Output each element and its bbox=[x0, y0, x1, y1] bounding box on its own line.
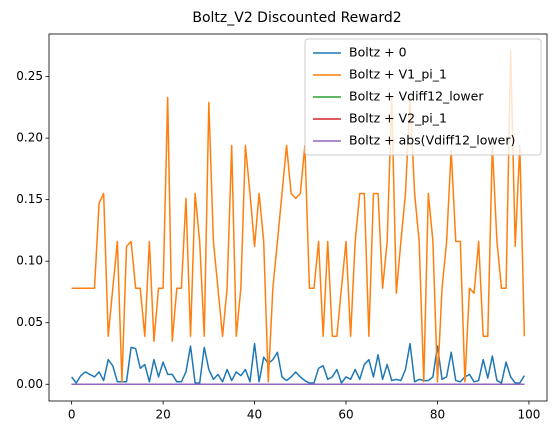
x-tick-label: 80 bbox=[430, 408, 445, 422]
legend-label: Boltz + V1_pi_1 bbox=[349, 67, 447, 82]
x-tick-label: 20 bbox=[155, 408, 170, 422]
x-tick-label: 100 bbox=[517, 408, 540, 422]
x-tick-label: 0 bbox=[68, 408, 76, 422]
y-tick-label: 0.05 bbox=[16, 315, 43, 329]
series-line bbox=[71, 342, 525, 384]
y-tick-label: 0.25 bbox=[16, 69, 43, 83]
series-line bbox=[71, 49, 526, 383]
chart-title: Boltz_V2 Discounted Reward2 bbox=[192, 10, 401, 26]
plot-frame bbox=[48, 33, 548, 402]
x-tick-label: 40 bbox=[247, 408, 262, 422]
y-tick-label: 0.15 bbox=[16, 192, 43, 206]
legend-box bbox=[304, 38, 542, 156]
y-tick-label: 0.20 bbox=[16, 131, 43, 145]
y-tick-label: 0.00 bbox=[16, 377, 43, 391]
legend-label: Boltz + V2_pi_1 bbox=[349, 111, 447, 126]
y-tick-label: 0.10 bbox=[16, 254, 43, 268]
x-tick-label: 60 bbox=[338, 408, 353, 422]
legend-label: Boltz + Vdiff12_lower bbox=[349, 89, 484, 104]
legend-label: Boltz + abs(Vdiff12_lower) bbox=[349, 133, 515, 148]
legend-label: Boltz + 0 bbox=[349, 45, 407, 60]
